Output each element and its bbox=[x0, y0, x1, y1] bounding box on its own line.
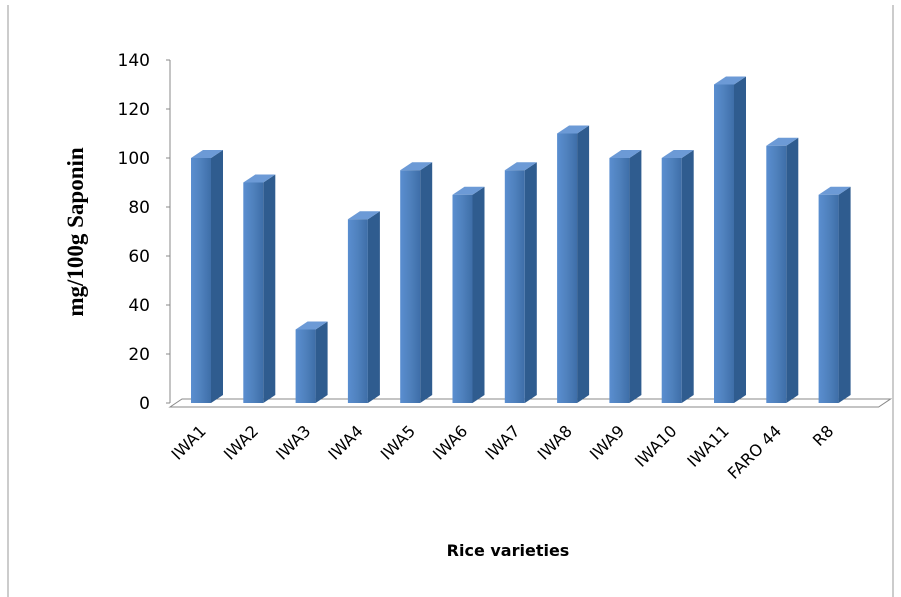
bar-side bbox=[367, 211, 380, 403]
y-tick-labels: 0 20 40 60 80 100 120 140 bbox=[118, 51, 170, 414]
bar-side bbox=[420, 162, 433, 403]
bar-side bbox=[838, 186, 851, 403]
x-axis-label: Rice varieties bbox=[447, 541, 570, 560]
bar-side bbox=[472, 186, 485, 403]
bar bbox=[347, 211, 380, 403]
y-tick-label: 60 bbox=[128, 247, 150, 267]
bar-front bbox=[609, 158, 630, 403]
bar-front bbox=[714, 84, 734, 403]
bar-top bbox=[191, 150, 223, 158]
bar bbox=[766, 137, 799, 403]
bar-top bbox=[714, 76, 746, 85]
x-tick-label: R8 bbox=[809, 421, 837, 449]
bar bbox=[818, 186, 851, 403]
bar-front bbox=[766, 145, 787, 403]
bars bbox=[191, 76, 851, 403]
y-tick-label: 20 bbox=[128, 345, 150, 365]
bar bbox=[191, 150, 223, 403]
bar-top bbox=[766, 137, 799, 146]
x-tick-label: IWA9 bbox=[586, 421, 628, 463]
y-tick-label: 100 bbox=[118, 149, 150, 169]
bar-top bbox=[347, 211, 380, 220]
bar-side bbox=[734, 76, 746, 403]
bar-front bbox=[347, 219, 368, 403]
bar-top bbox=[557, 125, 590, 134]
bar-top bbox=[661, 150, 694, 158]
x-tick-label: IWA3 bbox=[272, 421, 314, 463]
y-tick-label: 0 bbox=[139, 394, 150, 414]
bar-front bbox=[452, 194, 473, 403]
bar-top bbox=[295, 321, 328, 330]
bar-top bbox=[504, 162, 537, 171]
bar bbox=[400, 162, 433, 403]
bar bbox=[243, 174, 276, 403]
bar-side bbox=[524, 162, 537, 403]
x-tick-label: IWA4 bbox=[324, 421, 366, 463]
bar bbox=[295, 321, 328, 403]
bar-front bbox=[191, 158, 211, 403]
bar-side bbox=[786, 137, 799, 403]
y-tick-label: 40 bbox=[128, 296, 150, 316]
bar-front bbox=[504, 170, 525, 403]
bar-top bbox=[243, 174, 276, 183]
bar-front bbox=[295, 329, 316, 403]
bar-side bbox=[315, 321, 328, 403]
bar-side bbox=[263, 174, 276, 403]
bar-side bbox=[681, 150, 694, 403]
bar-front bbox=[400, 170, 421, 403]
bar-front bbox=[661, 158, 682, 403]
bar bbox=[661, 150, 694, 403]
x-tick-label: IWA5 bbox=[377, 421, 419, 463]
x-tick-label: IWA2 bbox=[220, 421, 262, 463]
bar bbox=[452, 186, 485, 403]
x-tick-label: IWA7 bbox=[481, 421, 523, 463]
y-tick-label: 80 bbox=[128, 198, 150, 218]
bar bbox=[714, 76, 746, 403]
bar-side bbox=[577, 125, 590, 403]
bar-top bbox=[452, 186, 485, 195]
x-tick-label: IWA10 bbox=[631, 421, 680, 470]
x-tick-label: IWA1 bbox=[168, 421, 210, 463]
bar-top bbox=[400, 162, 433, 171]
bar-top bbox=[609, 150, 642, 158]
bar-top bbox=[818, 186, 851, 195]
bar bbox=[557, 125, 590, 403]
bar-side bbox=[211, 150, 223, 403]
y-axis-label: mg/100g Saponin bbox=[63, 147, 88, 317]
bar-front bbox=[557, 133, 578, 403]
x-tick-label: IWA8 bbox=[534, 421, 576, 463]
bar-side bbox=[629, 150, 642, 403]
bar bbox=[609, 150, 642, 403]
bar bbox=[504, 162, 537, 403]
bar-front bbox=[818, 194, 839, 403]
x-tick-labels: IWA1 IWA2 IWA3 IWA4 IWA5 IWA6 IWA7 IWA8 IWA9 IWA1… bbox=[168, 421, 838, 482]
y-tick-label: 140 bbox=[118, 51, 150, 71]
x-tick-label: IWA11 bbox=[683, 421, 732, 470]
x-tick-label: FARO 44 bbox=[724, 421, 785, 482]
y-tick-label: 120 bbox=[118, 100, 150, 120]
bar-front bbox=[243, 182, 264, 403]
x-tick-label: IWA6 bbox=[429, 421, 471, 463]
